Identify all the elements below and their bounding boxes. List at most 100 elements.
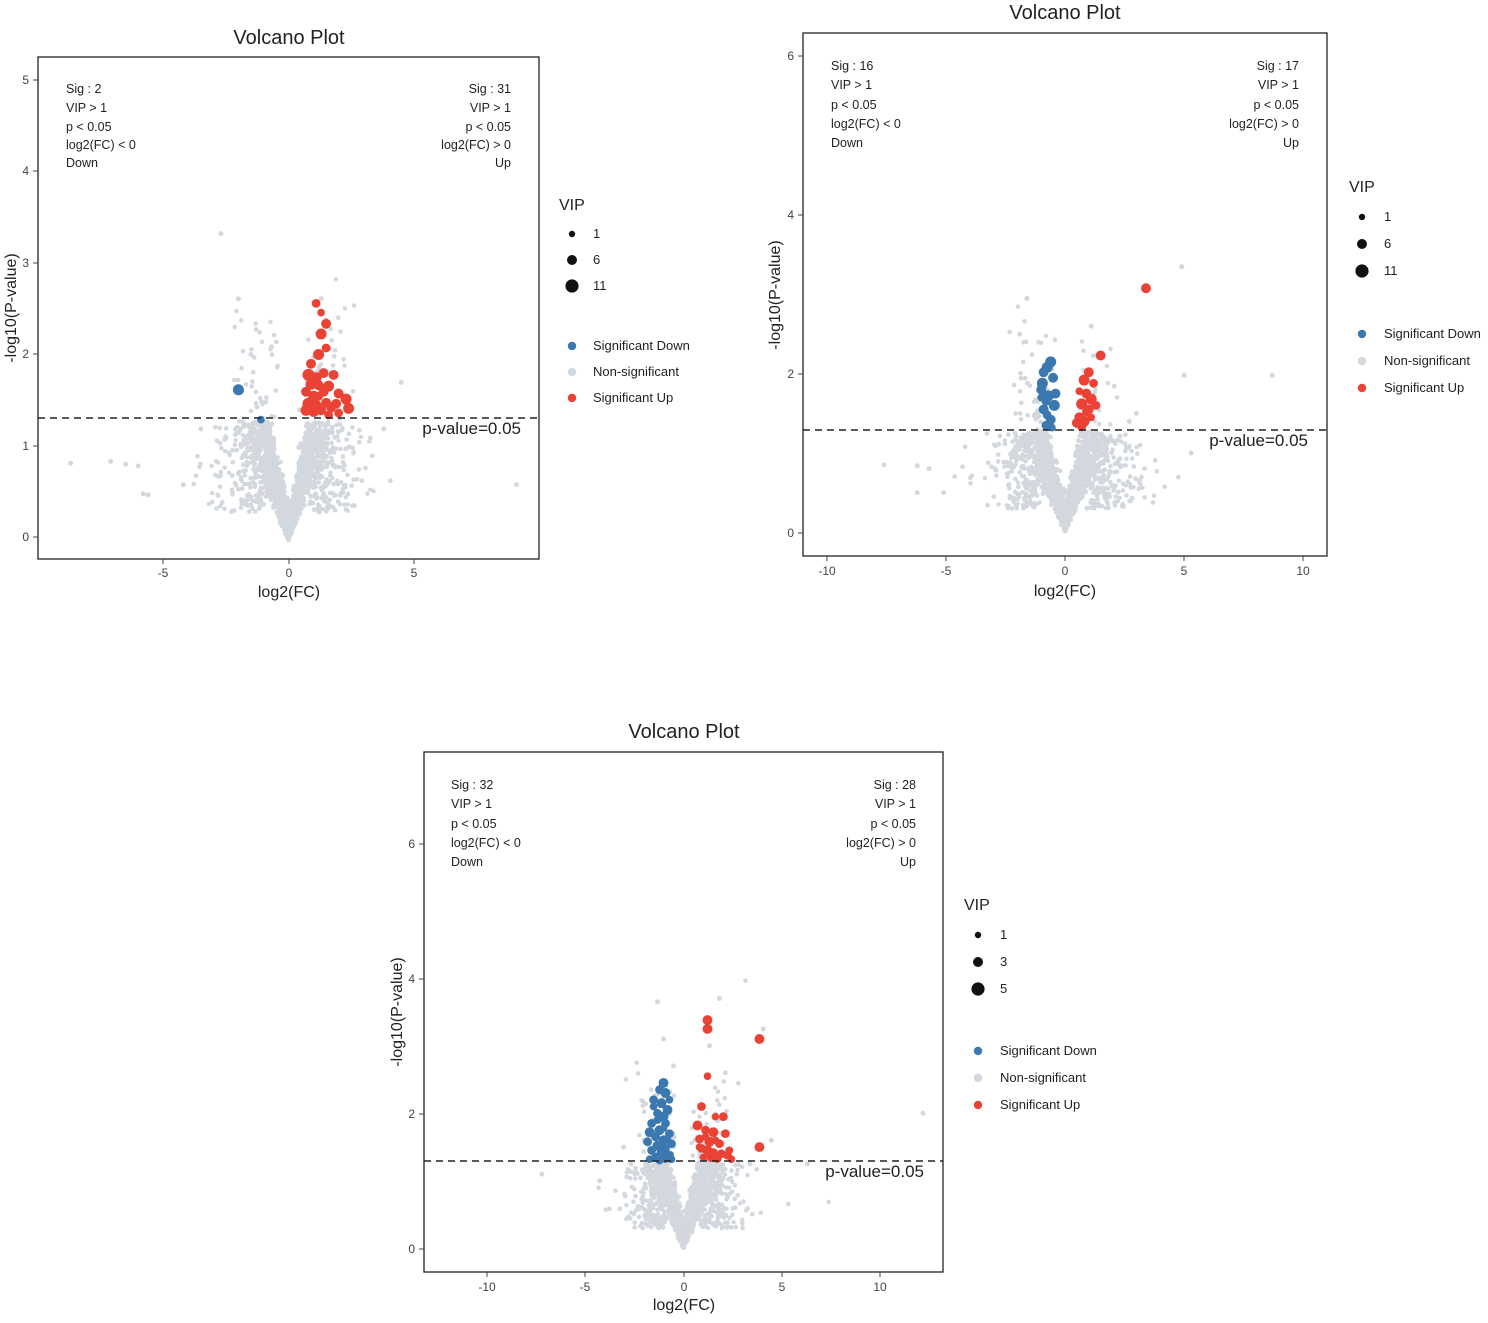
nonsignificant-point	[750, 1211, 755, 1217]
nonsignificant-point	[754, 1167, 759, 1172]
nonsignificant-point	[259, 492, 265, 497]
nonsignificant-point	[235, 296, 241, 302]
nonsignificant-point	[1024, 502, 1030, 507]
nonsignificant-point	[243, 468, 248, 473]
nonsignificant-point	[1114, 469, 1120, 474]
nonsignificant-point	[330, 475, 335, 481]
nonsignificant-point	[1079, 439, 1084, 445]
nonsignificant-point	[709, 1195, 715, 1201]
annot-right-line: p < 0.05	[465, 120, 511, 134]
nonsignificant-point	[1094, 491, 1099, 497]
nonsignificant-point	[351, 451, 356, 456]
y-axis: 0 2 4 6 -log10(P-value)	[767, 49, 803, 540]
nonsignificant-point	[633, 1193, 638, 1199]
nonsignificant-point	[1091, 498, 1097, 504]
nonsignificant-point	[1036, 476, 1042, 482]
nonsignificant-point	[631, 1199, 636, 1204]
nonsignificant-point	[635, 1071, 641, 1076]
y-axis-label: -log10(P-value)	[767, 240, 784, 349]
nonsignificant-point	[1046, 455, 1052, 461]
nonsignificant-point	[1061, 486, 1066, 492]
legend-size-label: 11	[1384, 263, 1398, 278]
nonsignificant-point	[229, 509, 234, 515]
annot-right-line: log2(FC) > 0	[1229, 117, 1299, 131]
nonsignificant-point	[388, 478, 393, 484]
scatter-points	[881, 264, 1275, 534]
y-tick-label: 0	[787, 526, 794, 540]
nonsignificant-point	[268, 440, 274, 445]
annot-right-line: log2(FC) > 0	[441, 138, 511, 152]
nonsignificant-point	[241, 438, 246, 443]
nonsignificant-point	[253, 470, 258, 476]
nonsignificant-point	[324, 504, 330, 510]
nonsignificant-point	[198, 426, 204, 432]
nonsignificant-point	[329, 338, 335, 343]
legend-size-dot	[565, 279, 579, 293]
nonsignificant-point	[336, 464, 342, 470]
nonsignificant-point	[315, 466, 321, 471]
legend: VIP 1 6 11 Significant Down Non-signific…	[1349, 179, 1481, 395]
nonsignificant-point	[237, 419, 242, 424]
nonsignificant-point	[241, 441, 247, 447]
nonsignificant-point	[1014, 491, 1020, 497]
nonsignificant-point	[350, 388, 356, 394]
nonsignificant-point	[712, 1085, 718, 1090]
nonsignificant-point	[301, 480, 306, 485]
nonsignificant-point	[245, 441, 250, 446]
scatter-points	[68, 231, 519, 543]
nonsignificant-point	[1018, 375, 1024, 381]
nonsignificant-point	[256, 423, 262, 429]
legend-size-dot	[568, 230, 576, 238]
nonsignificant-point	[1013, 438, 1019, 443]
nonsignificant-point	[370, 453, 375, 459]
nonsignificant-point	[632, 1220, 638, 1225]
nonsignificant-point	[1108, 436, 1113, 442]
nonsignificant-point	[253, 498, 258, 504]
nonsignificant-point	[318, 507, 324, 512]
nonsignificant-point	[305, 426, 311, 431]
nonsignificant-point	[291, 505, 297, 511]
nonsignificant-point	[1100, 485, 1105, 491]
nonsignificant-point	[278, 486, 283, 492]
nonsignificant-point	[286, 534, 291, 540]
nonsignificant-point	[313, 431, 318, 437]
nonsignificant-point	[642, 1181, 648, 1186]
nonsignificant-point	[332, 435, 337, 440]
nonsignificant-point	[914, 463, 920, 469]
nonsignificant-point	[349, 483, 355, 489]
nonsignificant-point	[252, 461, 257, 467]
nonsignificant-point	[340, 454, 346, 459]
nonsignificant-point	[365, 491, 370, 497]
nonsignificant-point	[368, 435, 373, 441]
nonsignificant-point	[628, 1161, 634, 1167]
nonsignificant-point	[264, 395, 269, 400]
nonsignificant-point	[737, 1201, 743, 1206]
nonsignificant-point	[287, 517, 292, 522]
nonsignificant-point	[1067, 487, 1072, 493]
nonsignificant-point	[301, 464, 307, 469]
legend-size-dot	[567, 255, 577, 265]
nonsignificant-point	[305, 488, 310, 494]
x-tick-label: 5	[411, 566, 418, 580]
nonsignificant-point	[259, 339, 265, 345]
nonsignificant-point	[264, 462, 270, 468]
nonsignificant-point	[217, 425, 223, 431]
annot-left-line: Sig : 16	[831, 59, 873, 73]
nonsignificant-point	[1012, 430, 1018, 436]
nonsignificant-point	[638, 1175, 643, 1181]
y-tick-label: 6	[787, 49, 794, 63]
significant-up-point	[328, 369, 339, 380]
nonsignificant-point	[218, 231, 224, 237]
nonsignificant-point	[1054, 489, 1060, 495]
nonsignificant-point	[344, 437, 349, 442]
nonsignificant-point	[287, 497, 293, 503]
nonsignificant-point	[340, 459, 346, 465]
nonsignificant-point	[1084, 506, 1090, 511]
nonsignificant-point	[341, 356, 346, 362]
nonsignificant-point	[952, 474, 957, 479]
nonsignificant-point	[1097, 432, 1103, 437]
nonsignificant-point	[1101, 435, 1107, 440]
threshold-label: p-value=0.05	[422, 419, 521, 438]
nonsignificant-point	[337, 421, 343, 427]
nonsignificant-point	[1054, 494, 1059, 499]
